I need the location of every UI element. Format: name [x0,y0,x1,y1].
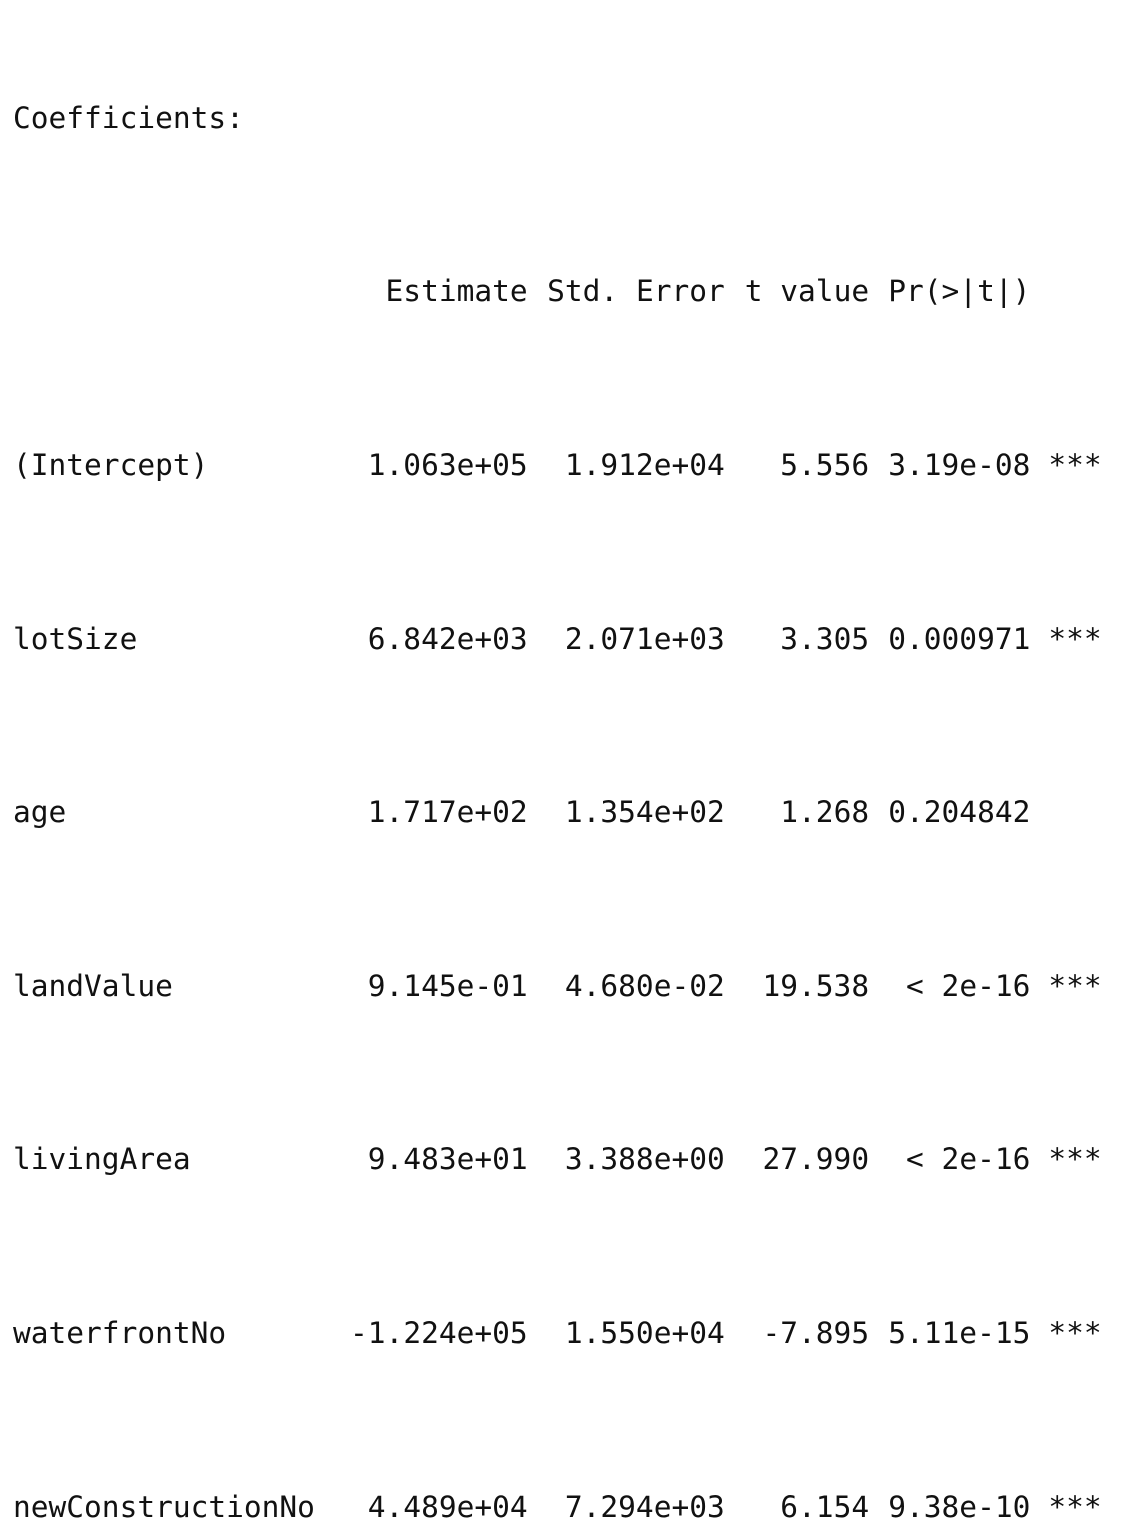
t-value: 27.990 [762,1142,870,1177]
signif-stars: *** [1048,1489,1102,1524]
signif-stars: *** [1048,448,1102,483]
table-row: waterfrontNo -1.224e+05 1.550e+04 -7.895… [13,1312,1128,1355]
p-value: < 2e-16 [906,1142,1031,1177]
t-value: 6.154 [780,1489,870,1524]
term-name: age [13,795,67,830]
table-row: age 1.717e+02 1.354e+02 1.268 0.204842 [13,791,1128,834]
std-error-value: 4.680e-02 [564,968,725,1003]
std-error-value: 7.294e+03 [564,1489,725,1524]
header-blank [13,270,334,313]
coefficients-heading: Coefficients: [13,100,244,135]
term-name: newConstructionNo [13,1489,315,1524]
p-value: 3.19e-08 [888,448,1031,483]
p-value: 0.000971 [888,621,1031,656]
header-estimate: Estimate [385,274,528,309]
t-value: 3.305 [780,621,870,656]
std-error-value: 1.912e+04 [564,448,725,483]
t-value: -7.895 [762,1316,870,1351]
signif-stars [1030,791,1128,834]
estimate-value: 1.717e+02 [367,795,528,830]
signif-stars: *** [1048,968,1102,1003]
header-signif [1030,270,1128,313]
t-value: 1.268 [780,795,870,830]
term-name: waterfrontNo [13,1316,227,1351]
header-std-error: Std. Error [547,274,725,309]
header-p-value: Pr(>|t|) [888,274,1031,309]
table-row: livingArea 9.483e+01 3.388e+00 27.990 < … [13,1138,1128,1181]
signif-stars: *** [1048,1142,1102,1177]
estimate-value: -1.224e+05 [350,1316,528,1351]
t-value: 19.538 [762,968,870,1003]
signif-stars: *** [1048,621,1102,656]
p-value: 5.11e-15 [888,1316,1031,1351]
p-value: 0.204842 [888,795,1031,830]
term-name: (Intercept) [13,448,209,483]
term-name: lotSize [13,621,138,656]
table-row: newConstructionNo 4.489e+04 7.294e+03 6.… [13,1486,1128,1529]
p-value: 9.38e-10 [888,1489,1031,1524]
estimate-value: 9.483e+01 [367,1142,528,1177]
header-t-value: t value [744,274,870,309]
estimate-value: 9.145e-01 [367,968,528,1003]
estimate-value: 4.489e+04 [367,1489,528,1524]
coefficients-header-row: Estimate Std. Error t value Pr(>|t|) [13,270,1128,313]
std-error-value: 2.071e+03 [564,621,725,656]
signif-stars: *** [1048,1316,1102,1351]
estimate-value: 1.063e+05 [367,448,528,483]
t-value: 5.556 [780,448,870,483]
std-error-value: 1.550e+04 [564,1316,725,1351]
p-value: < 2e-16 [906,968,1031,1003]
table-row: (Intercept) 1.063e+05 1.912e+04 5.556 3.… [13,444,1128,487]
term-name: landValue [13,968,173,1003]
r-console-output: Coefficients: Estimate Std. Error t valu… [13,10,1128,1536]
std-error-value: 3.388e+00 [564,1142,725,1177]
table-row: lotSize 6.842e+03 2.071e+03 3.305 0.0009… [13,618,1128,661]
table-row: landValue 9.145e-01 4.680e-02 19.538 < 2… [13,965,1128,1008]
std-error-value: 1.354e+02 [564,795,725,830]
estimate-value: 6.842e+03 [367,621,528,656]
term-name: livingArea [13,1142,191,1177]
